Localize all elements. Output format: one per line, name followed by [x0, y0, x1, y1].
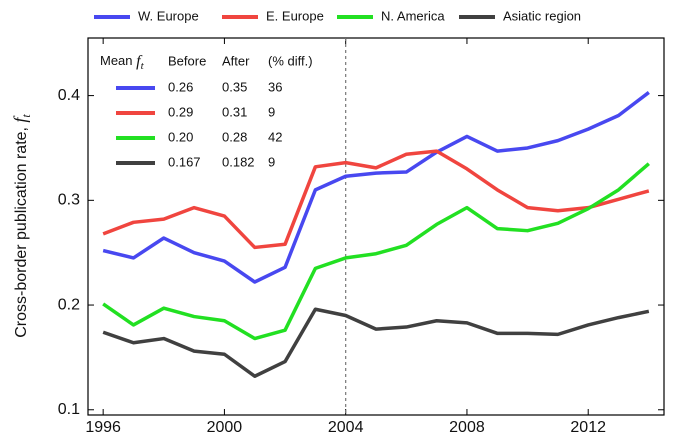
x-tick-label: 2000 — [207, 419, 243, 436]
table-header: (% diff.) — [268, 53, 313, 68]
table-cell: 0.31 — [222, 104, 247, 119]
table-cell: 9 — [268, 154, 275, 169]
table-header: Mean ft — [100, 53, 145, 72]
legend-label: Asiatic region — [503, 8, 581, 23]
series-line — [102, 91, 650, 284]
x-tick-label: 2008 — [449, 419, 485, 436]
legend-label: W. Europe — [138, 8, 199, 23]
table-cell: 42 — [268, 129, 282, 144]
y-tick-label: 0.2 — [58, 296, 80, 313]
x-tick-label: 1996 — [85, 419, 121, 436]
series-line — [102, 149, 650, 250]
x-tick-label: 2012 — [570, 419, 606, 436]
y-tick-label: 0.3 — [58, 192, 80, 209]
table-cell: 0.28 — [222, 129, 247, 144]
table-cell: 36 — [268, 79, 282, 94]
table-cell: 0.167 — [168, 154, 201, 169]
table-cell: 0.29 — [168, 104, 193, 119]
y-label-subscript: t — [19, 114, 33, 118]
table-header-subscript: t — [141, 60, 145, 72]
table-cell: 9 — [268, 104, 275, 119]
series-line — [102, 307, 650, 379]
legend-label: N. America — [381, 8, 445, 23]
table-cell: 0.20 — [168, 129, 193, 144]
table-cell: 0.35 — [222, 79, 247, 94]
legend-label: E. Europe — [266, 8, 324, 23]
table-header: Before — [168, 53, 206, 68]
table-header: After — [222, 53, 250, 68]
y-tick-label: 0.1 — [58, 401, 80, 418]
table-cell: 0.182 — [222, 154, 255, 169]
table-header-text: Mean — [100, 53, 136, 68]
plot-frame — [87, 37, 665, 416]
x-tick-label: 2004 — [328, 419, 364, 436]
y-axis-label: Cross-border publication rate, ft — [10, 114, 33, 338]
y-tick-label: 0.4 — [58, 87, 80, 104]
y-label-symbol: f — [10, 115, 30, 123]
table-header-symbol: f — [136, 53, 143, 70]
series-line — [102, 162, 650, 341]
y-label-text: Cross-border publication rate, — [13, 123, 30, 338]
table-cell: 0.26 — [168, 79, 193, 94]
